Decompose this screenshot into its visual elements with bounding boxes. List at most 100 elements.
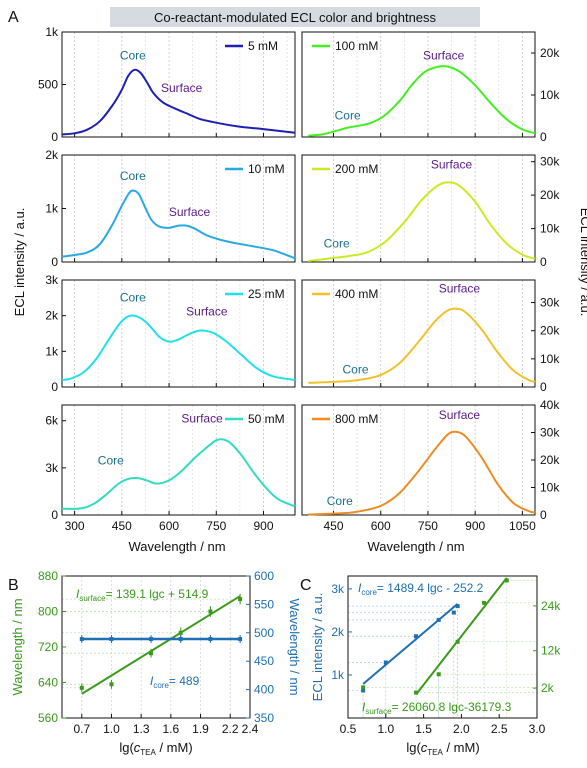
panel-a-left-1-legend-label: 10 mM (248, 162, 285, 176)
panel-b-ytick-label-left: 880 (38, 569, 58, 583)
panel-a-right-1-ytick-label: 10k (540, 222, 560, 236)
panel-b-xtick-label: 2.2 (222, 722, 239, 736)
panel-a-left-1-series-line (61, 189, 296, 260)
panel-a-left-2-ytick-label: 2k (45, 309, 59, 323)
panel-b-core-equation: Icore= 489 (150, 674, 200, 690)
panel-c-xtick-label: 2.0 (453, 722, 470, 736)
panel-c-core-point (383, 660, 388, 665)
panel-b-core-point (208, 637, 213, 642)
panel-c-core-point (455, 604, 460, 609)
panel-c-core-equation: Icore= 1489.4 lgc - 252.2 (358, 581, 484, 597)
figure-title: Co-reactant-modulated ECL color and brig… (154, 10, 437, 25)
panel-a-left-1-annotation-core: Core (120, 169, 146, 183)
panel-a-right-3-ytick-label: 0 (540, 508, 547, 522)
panel-b-core-point (149, 637, 154, 642)
panel-a-left-2-series-line (61, 314, 296, 381)
panel-a-left-0-annotation-surface: Surface (161, 81, 203, 95)
panel-a-left-1-ytick-label: 0 (51, 255, 58, 269)
panel-b-ylabel-left: Wavelength / nm (10, 598, 25, 695)
panel-a-left-2-frame (61, 279, 296, 388)
panel-a-right-3-series-line (308, 430, 536, 516)
panel-a-right-3-xtick-label: 1050 (509, 519, 536, 533)
panel-a-right-0-annotation-core: Core (335, 108, 361, 122)
panel-c-core-point (414, 634, 419, 639)
panel-c-xtick-label: 1.5 (415, 722, 432, 736)
panel-b-ytick-label-right: 550 (254, 597, 274, 611)
panel-a-right-1-series-line (308, 181, 536, 262)
panel-a-right-3-ytick-label: 30k (540, 426, 560, 440)
panel-b-ytick-label-right: 600 (254, 569, 274, 583)
panel-c-ytick-label-right: 12k (541, 644, 561, 658)
panel-b-xtick-label: 1.6 (162, 722, 179, 736)
panel-c-core-point (436, 617, 441, 622)
panel-c-surface-equation: Isurface= 26060.8 lgc-36179.3 (362, 700, 512, 716)
panel-a-right-2-annotation-surface: Surface (439, 282, 481, 296)
panel-a-right-2-frame (301, 279, 536, 388)
panel-c-xtick-label: 2.5 (491, 722, 508, 736)
panel-c-core-point (451, 610, 456, 615)
panel-a-right-3-xtick-label: 750 (418, 519, 438, 533)
panel-a-right-0-ytick-label: 10k (540, 88, 560, 102)
panel-a-left-3-xtick-label: 450 (112, 519, 132, 533)
panel-b-xlabel: lg(cTEA / mM) (119, 740, 192, 757)
panel-a-right-2-ytick-label: 20k (540, 324, 560, 338)
panel-a-left-3-xtick-label: 900 (253, 519, 273, 533)
panel-a-right-2-legend-label: 400 mM (335, 287, 378, 301)
panel-b-surface-point (79, 685, 84, 690)
panel-a-left-3-xtick-label: 300 (65, 519, 85, 533)
panel-a-right-2-ytick-label: 0 (540, 380, 547, 394)
panel-a-right-3-xtick-label: 450 (323, 519, 343, 533)
panel-a-left-3-legend-label: 50 mM (248, 412, 285, 426)
panel-c-xtick-label: 0.5 (340, 722, 357, 736)
panel-c-xlabel: lg(cTEA / mM) (406, 740, 479, 757)
panel-b-ytick-label-left: 720 (38, 640, 58, 654)
panel-a-left-3-annotation-surface: Surface (181, 411, 223, 425)
panel-a-right-1-ytick-label: 20k (540, 188, 560, 202)
panel-a-right-3-xtick-label: 600 (371, 519, 391, 533)
panel-a-right-3-ytick-label: 20k (540, 453, 560, 467)
panel-c-core-point (361, 688, 366, 693)
panel-a-ylabel-right: ECL intensity / a.u. (578, 208, 587, 317)
panel-b-surface-point (208, 609, 213, 614)
panel-a-right-3-legend-label: 800 mM (335, 412, 378, 426)
panel-a-left-0-legend-label: 5 mM (248, 39, 278, 53)
panel-b-ylabel-right: Wavelength / nm (287, 598, 302, 695)
panel-a-right-2-ytick-label: 10k (540, 352, 560, 366)
panel-a-left-2-ytick-label: 3k (45, 273, 59, 287)
panel-a-chart: 0 500 1k 5 mM Core Surface 0 1k 2k 10 mM Core Surfa… (38, 25, 560, 533)
panel-b-core-point (79, 637, 84, 642)
panel-a-left-1-ytick-label: 2k (45, 148, 59, 162)
panel-b-surface-point (238, 597, 243, 602)
panel-a-right-1-annotation-core: Core (324, 237, 350, 251)
panel-c-ytick-label-left: 3k (331, 582, 345, 596)
panel-b-ytick-label-left: 800 (38, 605, 58, 619)
panel-c-surface-point (361, 685, 366, 690)
panel-c-surface-point (414, 690, 419, 695)
panel-a-left-3-frame (61, 404, 296, 516)
panel-c-ytick-label-right: 24k (541, 599, 561, 613)
panel-b-surface-fit-line (81, 595, 241, 695)
panel-b-surface-point (109, 682, 114, 687)
panel-a-right-1-ytick-label: 30k (540, 155, 560, 169)
panel-a-right-3-annotation-core: Core (327, 494, 353, 508)
panel-b-chart: 0.7 1.0 1.3 1.6 1.9 2.2 2.4 560 640 720 800 880 350 4… (10, 569, 302, 757)
panel-a-xlabel-left: Wavelength / nm (128, 539, 225, 554)
panel-a-left-0-ytick-label: 0 (51, 130, 58, 144)
panel-a-left-3-ytick-label: 3k (45, 461, 59, 475)
panel-b-xtick-label: 0.7 (73, 722, 90, 736)
panel-b-xtick-label: 2.4 (242, 722, 259, 736)
panel-b-surface-equation: Isurface= 139.1 lgc + 514.9 (76, 587, 209, 603)
panel-a-right-3-ytick-label: 40k (540, 398, 560, 412)
panel-b-ytick-label-right: 400 (254, 683, 274, 697)
panel-a-right-1-ytick-label: 0 (540, 255, 547, 269)
panel-c-frame (347, 575, 538, 719)
panel-a-ylabel-left: ECL intensity / a.u. (12, 208, 27, 317)
panel-c-surface-point (504, 578, 509, 583)
panel-b-surface-point (149, 651, 154, 656)
panel-a-right-3-xtick-label: 900 (465, 519, 485, 533)
panel-a-xlabel-right: Wavelength / nm (367, 539, 464, 554)
panel-c-ylabel-left: ECL intensity / a.u. (310, 593, 325, 702)
panel-a-right-3-ytick-label: 10k (540, 481, 560, 495)
panel-a-left-3-xtick-label: 600 (159, 519, 179, 533)
